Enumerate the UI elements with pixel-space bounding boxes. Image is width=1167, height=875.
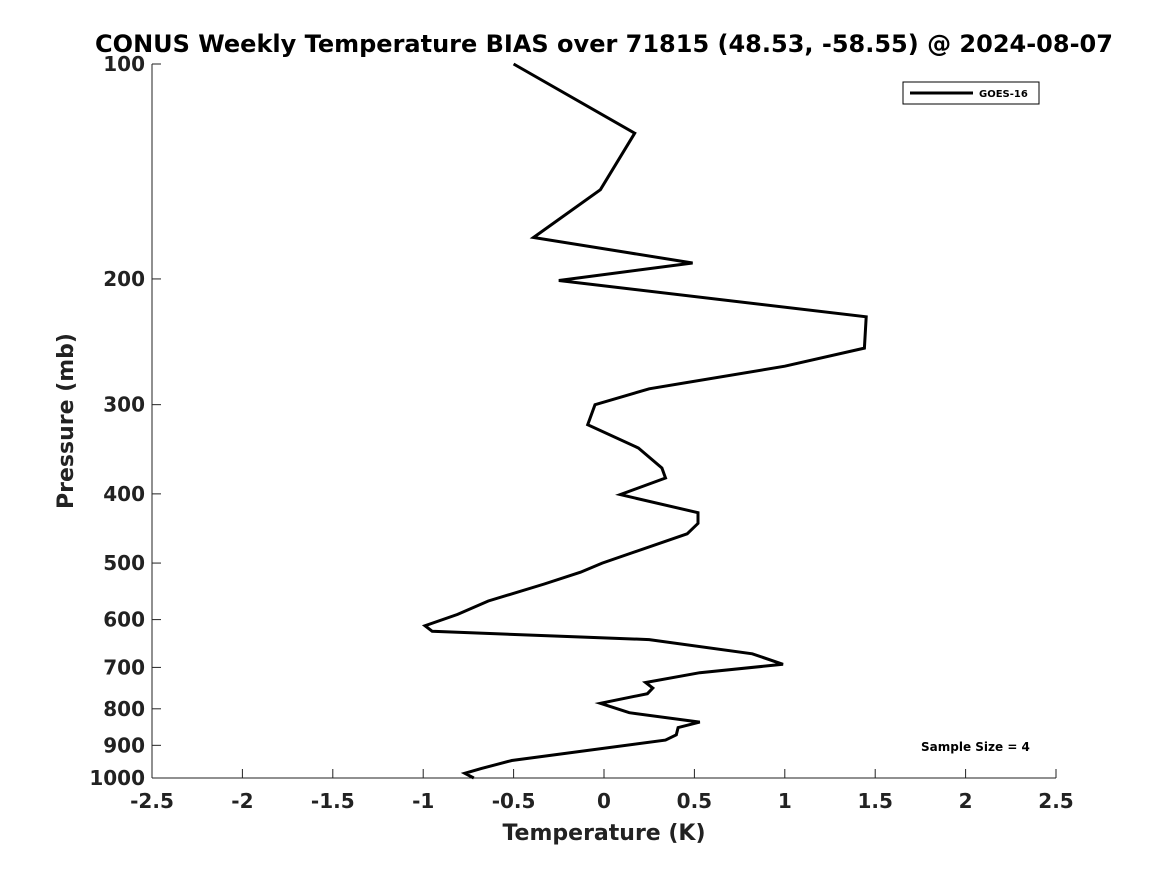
y-tick-label: 400 — [103, 482, 145, 506]
chart-title: CONUS Weekly Temperature BIAS over 71815… — [95, 30, 1113, 58]
x-axis-ticks: -2.5 -2 -1.5 -1 -0.5 0 0.5 1 1.5 2 2.5 — [130, 769, 1074, 813]
y-tick-label: 900 — [103, 733, 145, 757]
y-tick-label: 200 — [103, 267, 145, 291]
y-tick-label: 100 — [103, 52, 145, 76]
y-axis-ticks: 100 200 300 400 500 600 700 800 900 1000 — [89, 52, 161, 790]
y-axis-label: Pressure (mb) — [54, 333, 79, 509]
y-tick-label: 800 — [103, 697, 145, 721]
x-tick-label: 2 — [959, 789, 973, 813]
series-line-goes-16 — [421, 62, 868, 780]
x-tick-label: 2.5 — [1038, 789, 1073, 813]
x-tick-label: 0.5 — [677, 789, 712, 813]
legend-label-goes-16: GOES-16 — [979, 89, 1028, 100]
y-tick-label: 600 — [103, 608, 145, 632]
x-tick-label: -2.5 — [130, 789, 174, 813]
x-tick-label: -1.5 — [311, 789, 355, 813]
x-tick-label: 0 — [597, 789, 611, 813]
x-tick-label: -1 — [412, 789, 434, 813]
y-tick-label: 300 — [103, 393, 145, 417]
x-tick-label: 1.5 — [857, 789, 892, 813]
sample-size-annotation: Sample Size = 4 — [921, 740, 1030, 754]
series-lines — [421, 62, 868, 780]
axes — [151, 64, 1056, 779]
legend: GOES-16 — [902, 81, 1040, 105]
y-tick-label: 500 — [103, 551, 145, 575]
x-tick-label: 1 — [778, 789, 792, 813]
x-tick-label: -2 — [231, 789, 253, 813]
x-axis-label: Temperature (K) — [502, 821, 705, 846]
y-tick-label: 1000 — [89, 766, 145, 790]
y-tick-label: 700 — [103, 655, 145, 679]
x-tick-label: -0.5 — [492, 789, 536, 813]
